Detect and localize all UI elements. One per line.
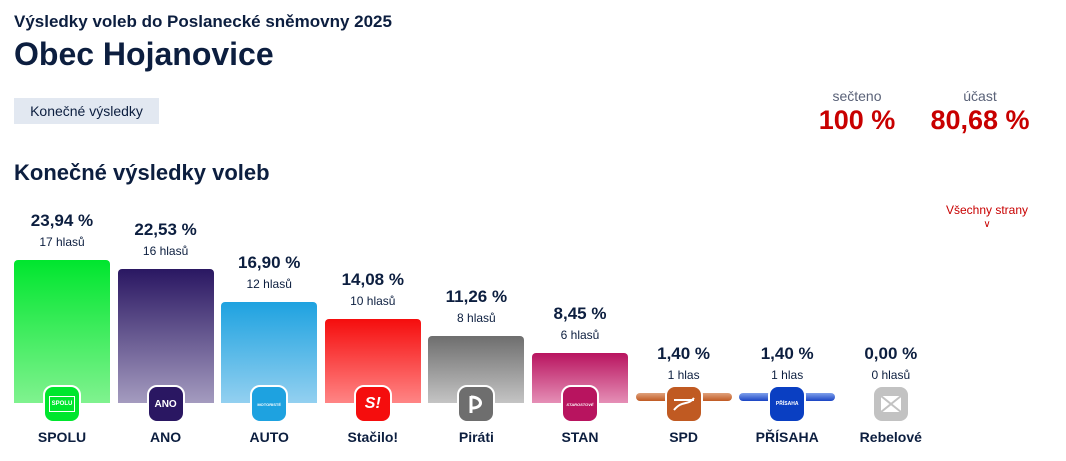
section-title: Konečné výsledky voleb [14,160,270,185]
bar-column[interactable]: 1,40 % 1 hlas PŘÍSAHA PŘÍSAHA [739,190,836,461]
party-logo-icon: ANO [146,385,185,423]
party-logo-icon: SPOLU [43,385,81,423]
counted-value: 100 % [818,105,896,135]
votes-label: 1 hlas [771,368,804,382]
data-label: 1,40 % [760,344,814,363]
party-logo-icon: S! [353,385,392,423]
results-chart: 23,94 % 17 hlasů SPOLU SPOLU 22,53 % 16 hlasů… [0,190,1066,461]
party-logo-icon [664,385,703,423]
votes-label: 10 hlasů [350,294,396,308]
votes-label: 12 hlasů [246,277,292,291]
data-label: 11,26 % [445,287,508,306]
chevron-down-icon: ∨ [983,219,991,230]
party-logo-icon: PŘÍSAHA [768,385,807,423]
bar[interactable] [14,260,110,403]
party-logo-icon: MOTORISTÉ [250,385,289,423]
election-subtitle: Výsledky voleb do Poslanecké sněmovny 20… [14,12,392,31]
bar-column[interactable]: 11,26 % 8 hlasů Piráti [428,190,525,461]
party-name: SPD [669,429,698,445]
data-label: 14,08 % [341,270,404,289]
party-name: PŘÍSAHA [755,429,819,445]
party-name: Rebelové [859,429,922,445]
party-name: SPOLU [37,429,87,445]
bar-column[interactable]: 16,90 % 12 hlasů MOTORISTÉ AUTO [221,190,318,461]
bar[interactable] [117,269,214,403]
party-name: Stačilo! [347,429,399,445]
data-label: 1,40 % [657,344,711,363]
turnout-value: 80,68 % [930,105,1030,135]
votes-label: 6 hlasů [560,328,600,342]
all-parties-link[interactable]: Všechny strany ∨ [940,203,1034,230]
bar-column[interactable]: 23,94 % 17 hlasů SPOLU SPOLU [14,190,110,461]
party-name: Piráti [458,429,494,445]
tab-final-results[interactable]: Konečné výsledky [14,98,159,124]
bar-column[interactable]: 22,53 % 16 hlasů ANO ANO [117,190,214,461]
data-label: 23,94 % [30,211,94,230]
party-logo-icon [871,385,910,423]
data-label: 16,90 % [237,253,301,272]
party-logo-icon [457,385,496,423]
party-name: AUTO [249,429,289,445]
party-name: ANO [150,429,182,445]
bar-column[interactable]: 0,00 % 0 hlasů Rebelové [843,190,939,461]
votes-label: 0 hlasů [871,368,911,382]
counted-label: sečteno [832,88,882,104]
votes-label: 16 hlasů [142,244,189,258]
all-parties-label: Všechny strany [945,203,1029,217]
party-name: STAN [561,429,599,445]
data-label: 22,53 % [134,220,197,239]
votes-label: 1 hlas [667,368,700,382]
bar-column[interactable]: 1,40 % 1 hlas SPD [635,190,732,461]
data-label: 8,45 % [553,304,607,323]
data-label: 0,00 % [864,344,918,363]
votes-label: 8 hlasů [457,311,496,325]
counted-stat: sečteno 100 % [812,88,902,136]
votes-label: 17 hlasů [39,235,85,249]
turnout-stat: účast 80,68 % [925,88,1035,136]
bar-column[interactable]: 14,08 % 10 hlasů S! Stačilo! [324,190,421,461]
party-logo-icon: STAROSTOVÉ [561,385,599,423]
bar-column[interactable]: 8,45 % 6 hlasů STAROSTOVÉ STAN [532,190,628,461]
turnout-label: účast [963,88,997,104]
page-title: Obec Hojanovice [14,36,274,72]
